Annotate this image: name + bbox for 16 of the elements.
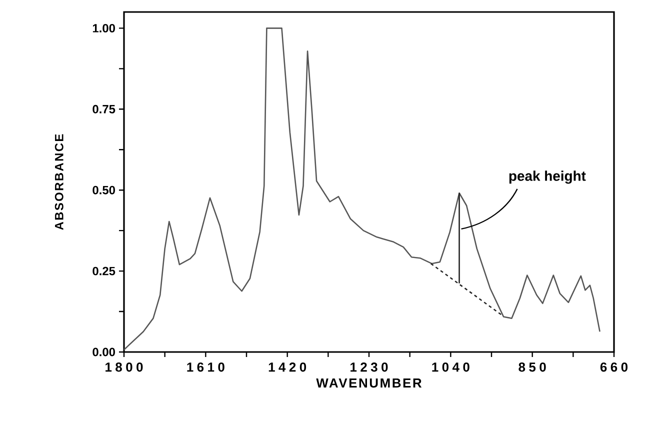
x-axis-title: WAVENUMBER xyxy=(316,378,422,388)
x-tick-label: 6 6 0 xyxy=(600,362,628,372)
y-tick-label: 0.50 xyxy=(92,186,115,194)
y-axis-title: ABSORBANCE xyxy=(54,134,64,230)
y-tick-label: 0.00 xyxy=(92,348,115,356)
annotation: peak height xyxy=(509,170,586,184)
x-tick-label: 1 8 0 0 xyxy=(106,362,143,372)
x-tick-label: 8 5 0 xyxy=(518,362,546,372)
x-tick-label: 1 4 2 0 xyxy=(268,362,306,372)
y-tick-label: 0.25 xyxy=(92,266,116,276)
y-tick-label: 0.75 xyxy=(92,104,116,114)
x-tick-label: 1 0 4 0 xyxy=(432,362,470,372)
y-tick-label: 1.00 xyxy=(92,24,115,32)
x-tick-label: 1 6 1 0 xyxy=(187,362,224,372)
x-tick-label: 1 2 3 0 xyxy=(350,362,388,372)
line-series xyxy=(123,28,600,350)
